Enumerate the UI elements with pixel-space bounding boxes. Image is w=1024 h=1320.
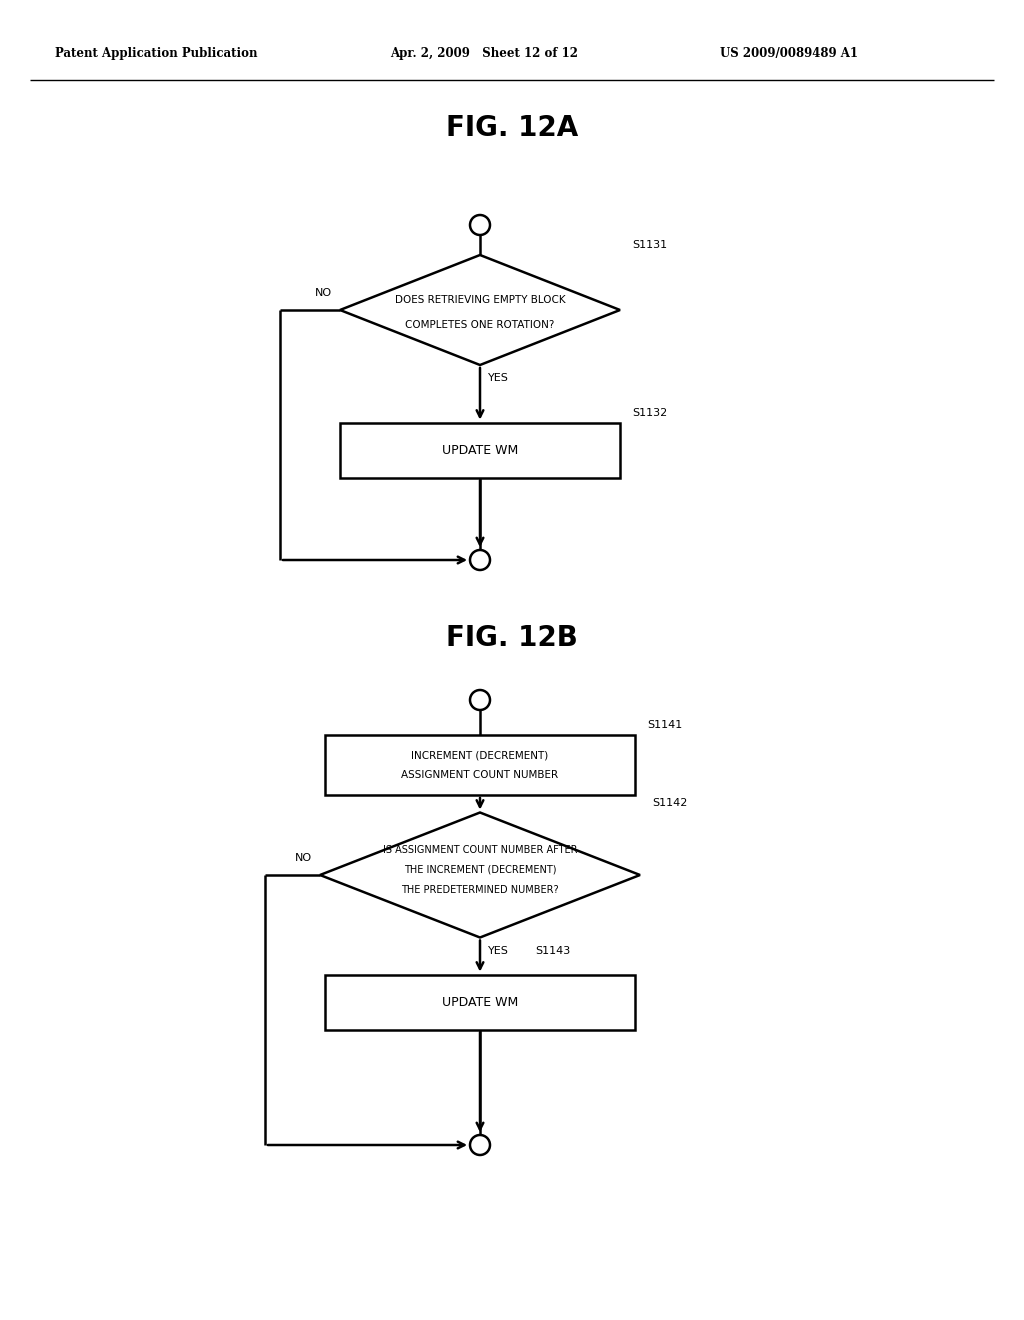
- Text: S1131: S1131: [632, 240, 667, 249]
- Text: Patent Application Publication: Patent Application Publication: [55, 46, 257, 59]
- Bar: [325, 974, 635, 1030]
- Text: COMPLETES ONE ROTATION?: COMPLETES ONE ROTATION?: [406, 319, 555, 330]
- Text: THE PREDETERMINED NUMBER?: THE PREDETERMINED NUMBER?: [401, 884, 559, 895]
- Text: S1142: S1142: [652, 797, 687, 808]
- Text: ASSIGNMENT COUNT NUMBER: ASSIGNMENT COUNT NUMBER: [401, 770, 558, 780]
- Text: UPDATE WM: UPDATE WM: [442, 444, 518, 457]
- Polygon shape: [340, 255, 620, 366]
- Text: US 2009/0089489 A1: US 2009/0089489 A1: [720, 46, 858, 59]
- Text: S1143: S1143: [535, 945, 570, 956]
- Text: Apr. 2, 2009   Sheet 12 of 12: Apr. 2, 2009 Sheet 12 of 12: [390, 46, 578, 59]
- Text: FIG. 12A: FIG. 12A: [445, 114, 579, 143]
- Text: DOES RETRIEVING EMPTY BLOCK: DOES RETRIEVING EMPTY BLOCK: [394, 294, 565, 305]
- Text: INCREMENT (DECREMENT): INCREMENT (DECREMENT): [412, 750, 549, 760]
- Text: YES: YES: [488, 945, 509, 956]
- Text: NO: NO: [314, 288, 332, 298]
- Text: YES: YES: [488, 374, 509, 383]
- Polygon shape: [319, 813, 640, 937]
- Text: S1132: S1132: [632, 408, 668, 417]
- Text: S1141: S1141: [647, 719, 682, 730]
- Text: IS ASSIGNMENT COUNT NUMBER AFTER: IS ASSIGNMENT COUNT NUMBER AFTER: [383, 845, 578, 855]
- Text: NO: NO: [295, 853, 312, 863]
- Text: FIG. 12B: FIG. 12B: [446, 624, 578, 652]
- Bar: [325, 735, 635, 795]
- Text: THE INCREMENT (DECREMENT): THE INCREMENT (DECREMENT): [403, 865, 556, 875]
- Bar: [340, 422, 620, 478]
- Text: UPDATE WM: UPDATE WM: [442, 995, 518, 1008]
